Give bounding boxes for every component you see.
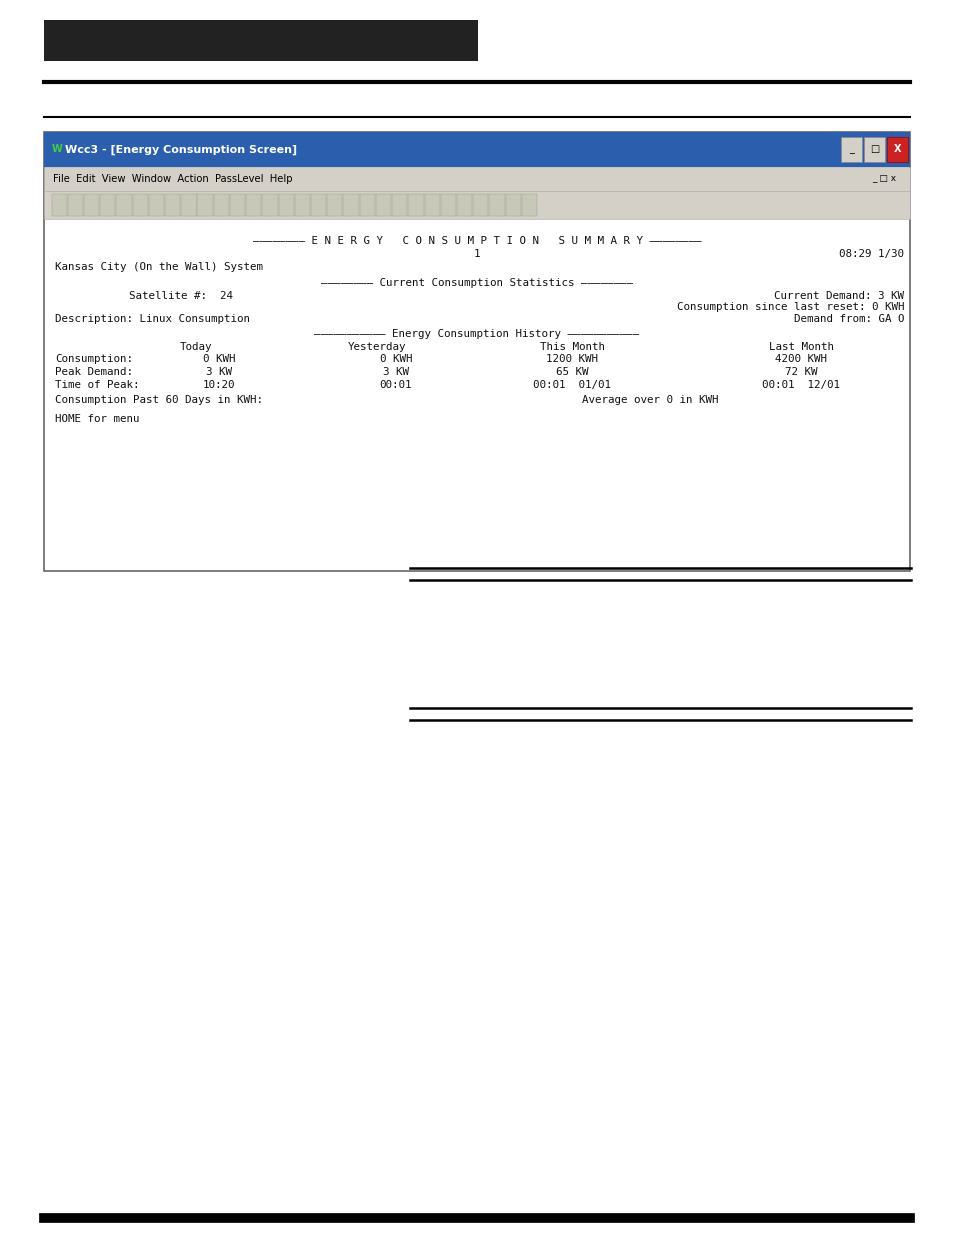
Text: Demand from: GA O: Demand from: GA O [793, 314, 903, 324]
Text: This Month: This Month [539, 342, 604, 352]
Text: Consumption since last reset: 0 KWH: Consumption since last reset: 0 KWH [677, 303, 903, 312]
Text: _: _ [848, 144, 854, 154]
Text: 08:29 1/30: 08:29 1/30 [839, 248, 903, 259]
Bar [343, 194, 358, 216]
Bar [262, 194, 277, 216]
Text: 72 KW: 72 KW [784, 367, 817, 377]
Bar [440, 194, 456, 216]
Text: _ □ x: _ □ x [871, 174, 895, 184]
Text: 0 KWH: 0 KWH [203, 354, 235, 364]
Bar [181, 194, 196, 216]
Bar [149, 194, 164, 216]
Bar [197, 194, 213, 216]
Bar [44, 20, 477, 61]
Text: W: W [51, 144, 62, 154]
Bar [165, 194, 180, 216]
Bar [100, 194, 115, 216]
Text: ——————————— Energy Consumption History ———————————: ——————————— Energy Consumption History —… [314, 329, 639, 340]
Bar [863, 137, 884, 162]
Bar [359, 194, 375, 216]
Bar [311, 194, 326, 216]
Text: Peak Demand:: Peak Demand: [55, 367, 133, 377]
Text: 1200 KWH: 1200 KWH [546, 354, 598, 364]
Text: Wcc3 - [Energy Consumption Screen]: Wcc3 - [Energy Consumption Screen] [65, 144, 296, 154]
Text: Consumption Past 60 Days in KWH:: Consumption Past 60 Days in KWH: [55, 395, 263, 405]
Text: □: □ [869, 144, 879, 154]
Text: 10:20: 10:20 [203, 379, 235, 390]
Bar [424, 194, 439, 216]
Text: 65 KW: 65 KW [556, 367, 588, 377]
Bar [489, 194, 504, 216]
Bar [44, 191, 909, 219]
Text: 00:01: 00:01 [379, 379, 412, 390]
Text: ———————— E N E R G Y   C O N S U M P T I O N   S U M M A R Y ————————: ———————— E N E R G Y C O N S U M P T I O… [253, 236, 700, 247]
Bar [456, 194, 472, 216]
Text: Satellite #:  24: Satellite #: 24 [129, 291, 233, 301]
Text: Yesterday: Yesterday [347, 342, 406, 352]
Text: Description: Linux Consumption: Description: Linux Consumption [55, 314, 250, 324]
Text: Last Month: Last Month [768, 342, 833, 352]
Text: 3 KW: 3 KW [206, 367, 233, 377]
Bar [392, 194, 407, 216]
Bar [327, 194, 342, 216]
Bar [213, 194, 229, 216]
Bar [51, 194, 67, 216]
Bar [44, 132, 909, 167]
Text: Today: Today [179, 342, 212, 352]
Text: ———————— Current Consumption Statistics ————————: ———————— Current Consumption Statistics … [320, 278, 633, 288]
Bar [246, 194, 261, 216]
Bar [230, 194, 245, 216]
Text: X: X [893, 144, 901, 154]
Text: Time of Peak:: Time of Peak: [55, 379, 140, 390]
Bar [68, 194, 83, 216]
Text: 00:01  12/01: 00:01 12/01 [761, 379, 840, 390]
Text: HOME for menu: HOME for menu [55, 414, 140, 424]
Bar [84, 194, 99, 216]
Bar [408, 194, 423, 216]
Text: Consumption:: Consumption: [55, 354, 133, 364]
Bar [521, 194, 537, 216]
Bar [116, 194, 132, 216]
Bar [505, 194, 520, 216]
Text: 00:01  01/01: 00:01 01/01 [533, 379, 611, 390]
Bar [44, 167, 909, 191]
Bar [294, 194, 310, 216]
Text: 1: 1 [474, 248, 479, 259]
Bar [375, 194, 391, 216]
Text: 0 KWH: 0 KWH [379, 354, 412, 364]
Text: 3 KW: 3 KW [382, 367, 409, 377]
Bar [473, 194, 488, 216]
Bar [886, 137, 907, 162]
Bar [132, 194, 148, 216]
Bar [841, 137, 862, 162]
Bar [278, 194, 294, 216]
Text: 4200 KWH: 4200 KWH [775, 354, 826, 364]
Text: File  Edit  View  Window  Action  PassLevel  Help: File Edit View Window Action PassLevel H… [53, 174, 293, 184]
Text: Current Demand: 3 KW: Current Demand: 3 KW [774, 291, 903, 301]
Text: Average over 0 in KWH: Average over 0 in KWH [581, 395, 718, 405]
Bar [44, 132, 909, 571]
Text: Kansas City (On the Wall) System: Kansas City (On the Wall) System [55, 262, 263, 272]
